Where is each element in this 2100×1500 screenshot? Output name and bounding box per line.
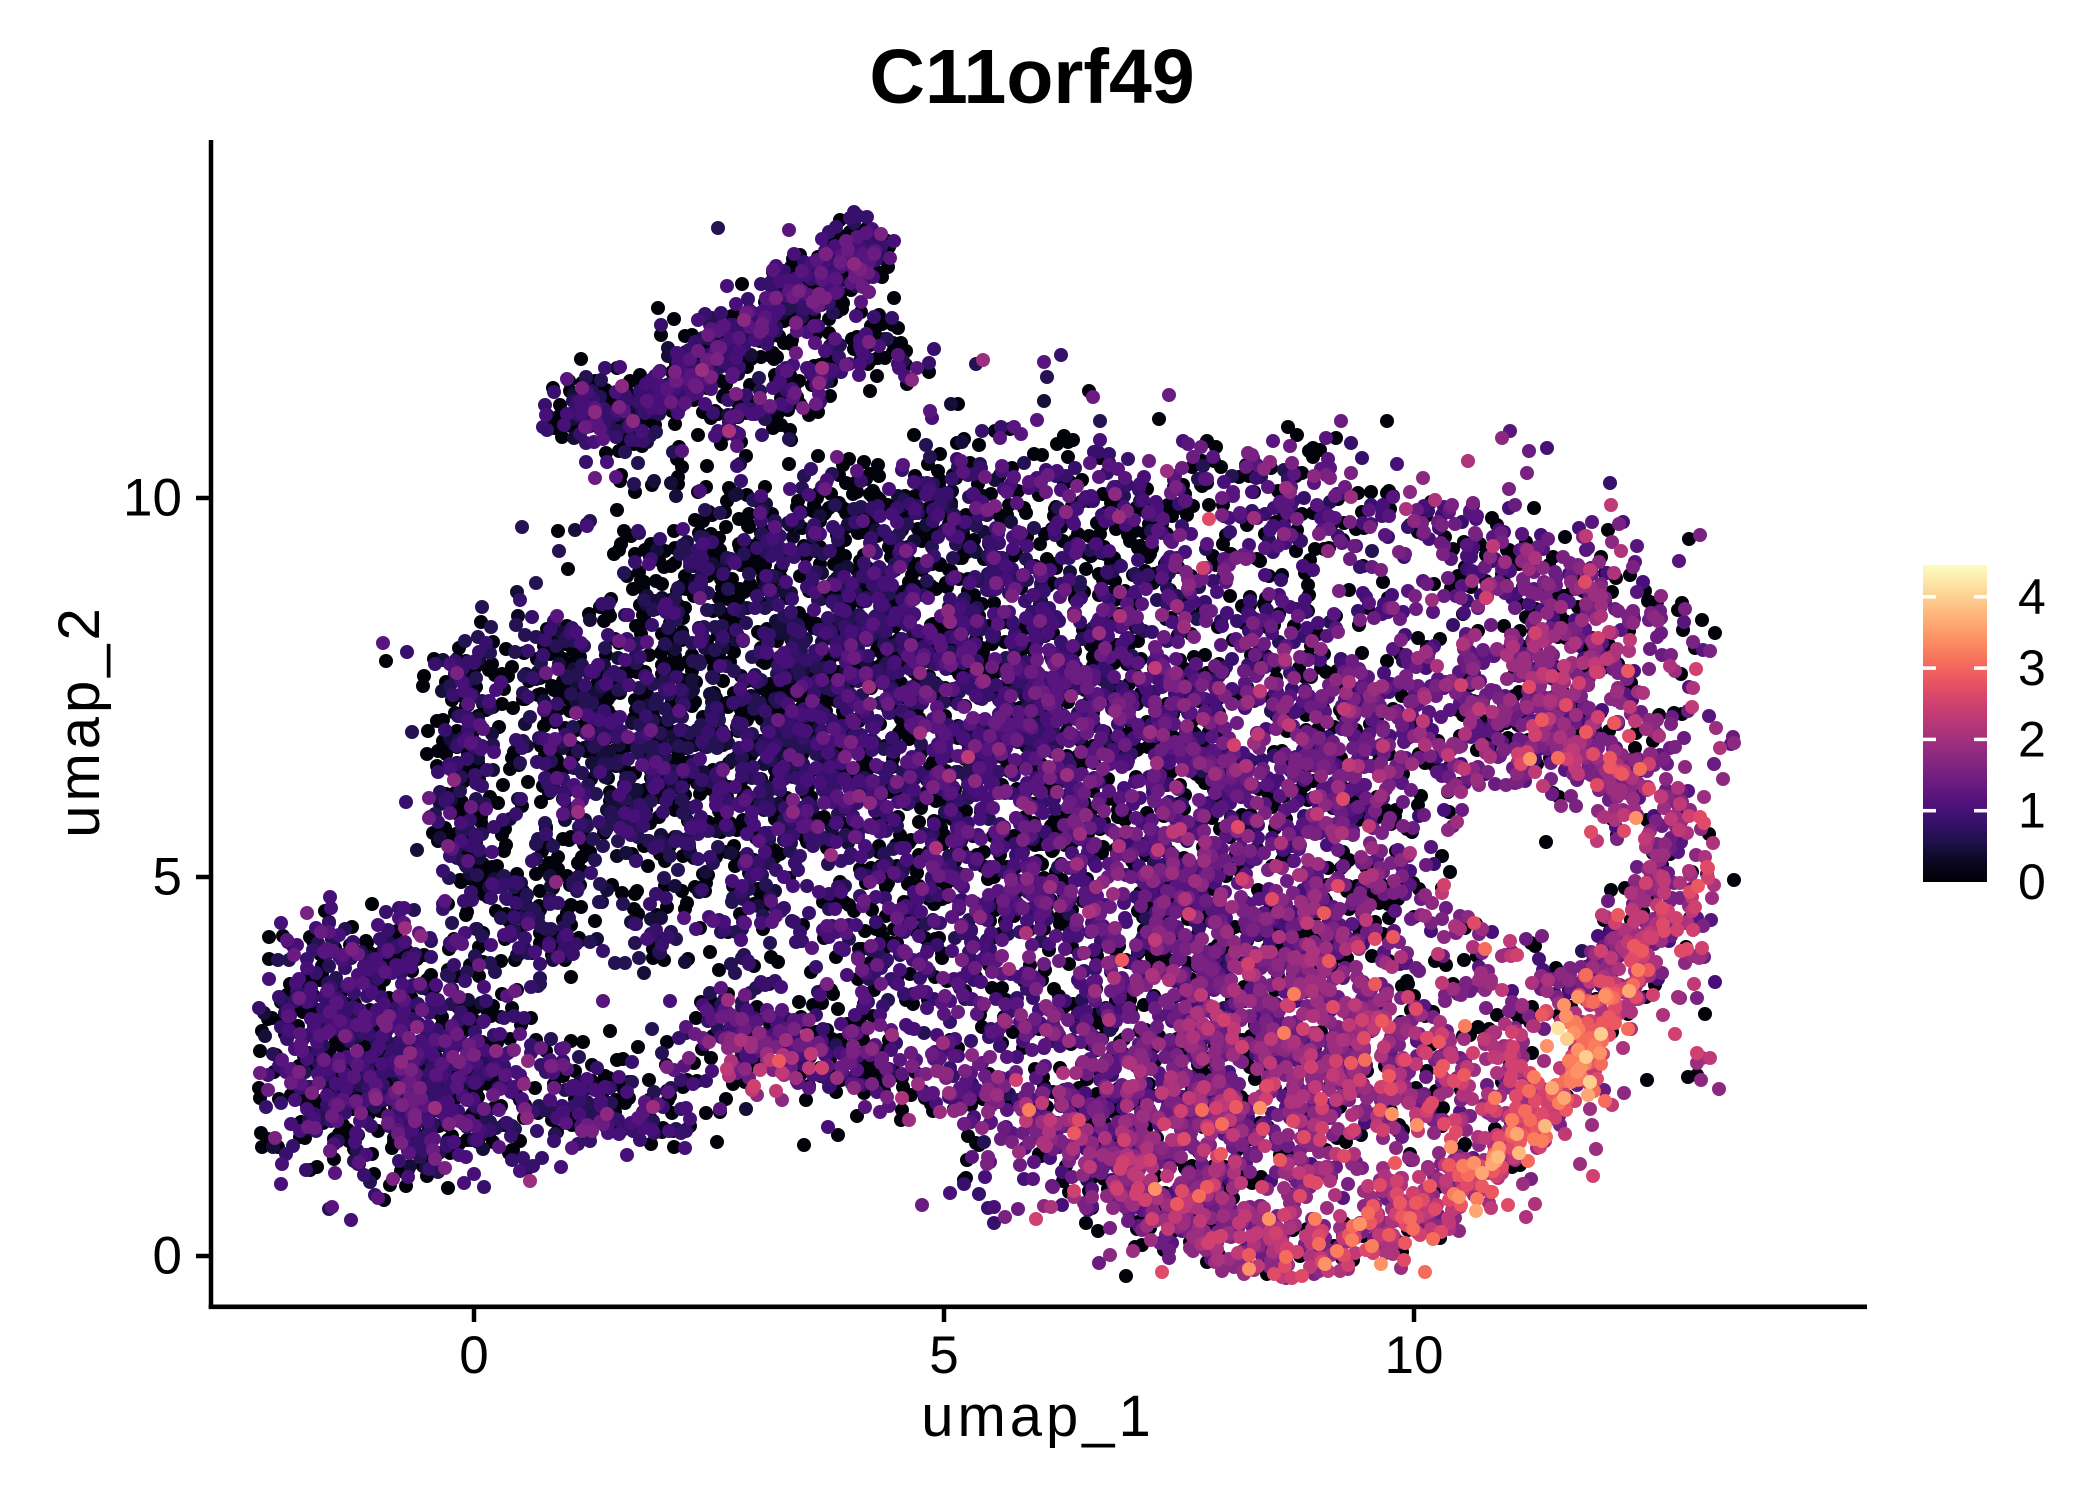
svg-text:0: 0 [153, 1227, 182, 1286]
svg-text:0: 0 [2018, 854, 2046, 910]
svg-text:10: 10 [1385, 1326, 1444, 1385]
svg-text:5: 5 [153, 848, 182, 907]
svg-text:1: 1 [2018, 783, 2046, 839]
svg-text:10: 10 [123, 469, 182, 528]
svg-text:umap_2: umap_2 [47, 604, 112, 838]
svg-text:C11orf49: C11orf49 [869, 34, 1194, 120]
svg-text:5: 5 [929, 1326, 958, 1385]
svg-text:0: 0 [459, 1326, 488, 1385]
svg-text:umap_1: umap_1 [921, 1384, 1155, 1449]
svg-text:4: 4 [2018, 569, 2046, 625]
svg-text:3: 3 [2018, 640, 2046, 696]
svg-text:2: 2 [2018, 711, 2046, 767]
